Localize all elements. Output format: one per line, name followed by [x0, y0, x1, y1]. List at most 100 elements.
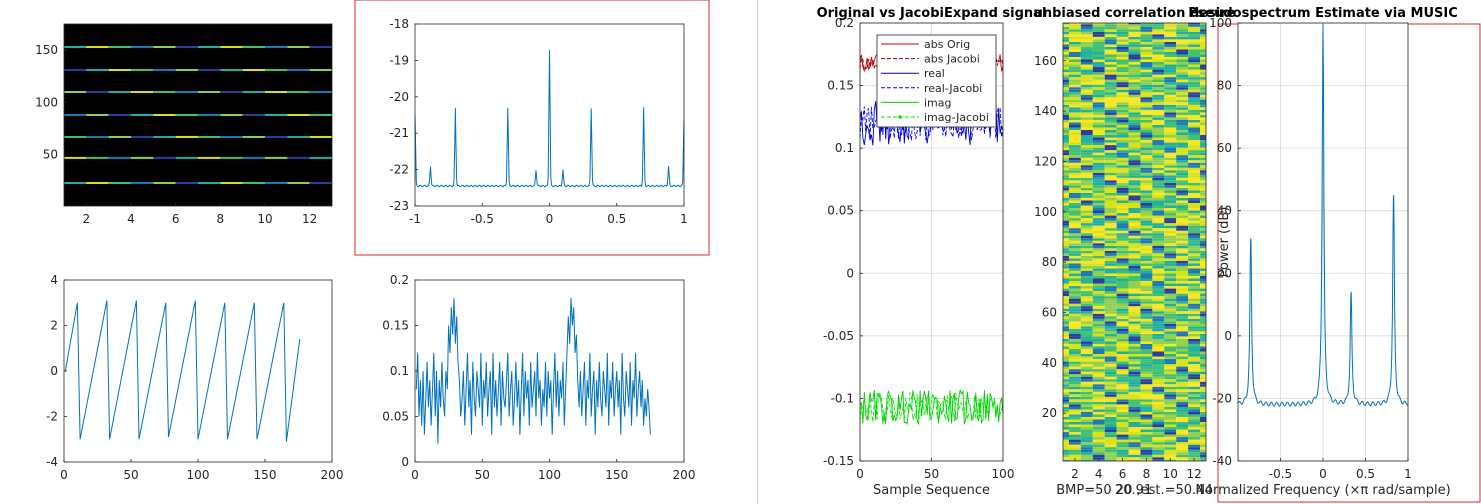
- heatmap-cell: [1164, 248, 1177, 251]
- heatmap-cell: [1104, 235, 1117, 239]
- heatmap-cell: [1152, 137, 1165, 141]
- y-tick-label: 0.15: [827, 79, 854, 93]
- heatmap-cell: [1152, 281, 1165, 284]
- heatmap-cell: [1176, 255, 1189, 259]
- heatmap-cell: [1080, 361, 1093, 365]
- heatmap-cell: [1068, 238, 1081, 241]
- heatmap-cell: [1176, 202, 1189, 206]
- x-tick-label: 0: [856, 467, 864, 481]
- heatmap-cell: [1068, 447, 1081, 450]
- heatmap-cell: [1200, 213, 1206, 216]
- heatmap-cell: [1188, 374, 1201, 377]
- heatmap-cell: [1104, 409, 1117, 412]
- heatmap-cell: [1200, 437, 1206, 440]
- heatmap-cell: [1140, 54, 1153, 57]
- heatmap-cell: [309, 114, 332, 116]
- heatmap-cell: [1092, 308, 1105, 312]
- heatmap-cell: [1176, 452, 1189, 455]
- heatmap-cell: [1152, 270, 1165, 274]
- heatmap-cell: [1063, 379, 1069, 382]
- heatmap-cell: [1068, 195, 1081, 198]
- plot-spectrum-small[interactable]: -1 -0.5 0 0.5 1-23-22-21-20-19-18: [354, 0, 710, 256]
- heatmap-cell: [1104, 265, 1117, 269]
- heatmap-cell: [1140, 394, 1153, 397]
- heatmap-cell: [1104, 338, 1117, 342]
- heatmap-cell: [1116, 202, 1129, 206]
- heatmap-cell: [1164, 265, 1177, 269]
- heatmap-cell: [1176, 411, 1189, 415]
- heatmap-cell: [1080, 51, 1093, 55]
- heatmap-cell: [1116, 59, 1129, 63]
- heatmap-cell: [1092, 79, 1105, 83]
- heatmap-cell: [1176, 275, 1189, 279]
- heatmap-cell: [1200, 449, 1206, 453]
- heatmap-cell: [1200, 439, 1206, 443]
- heatmap-cell: [1116, 318, 1129, 322]
- y-tick-label: 0.1: [835, 141, 854, 155]
- heatmap-cell: [1128, 273, 1141, 276]
- heatmap-cell: [1116, 112, 1129, 115]
- heatmap-cell: [1128, 298, 1141, 302]
- heatmap-cell: [1063, 381, 1069, 385]
- heatmap-cell: [1152, 87, 1165, 90]
- heatmap-cell: [1152, 416, 1165, 420]
- y-tick-label: 4: [50, 273, 58, 287]
- heatmap-cell: [1116, 376, 1129, 380]
- heatmap-cell: [1200, 165, 1206, 168]
- heatmap-cell: [1116, 281, 1129, 284]
- heatmap-cell: [1188, 51, 1201, 55]
- heatmap-cell: [1152, 427, 1165, 430]
- heatmap-cell: [1188, 273, 1201, 276]
- heatmap-cell: [1200, 333, 1206, 337]
- heatmap-cell: [265, 114, 288, 116]
- heatmap-cell: [1092, 44, 1105, 47]
- heatmap-cell: [1068, 117, 1081, 120]
- heatmap-cell: [1104, 177, 1117, 181]
- heatmap-cell: [1116, 260, 1129, 264]
- plot-music-pseudospectrum[interactable]: -0.5 0 0.5 1-40-20020406080100Pseudospectru…: [1115, 6, 1481, 503]
- heatmap-cell: [1063, 195, 1069, 198]
- heatmap-cell: [1140, 384, 1153, 387]
- heatmap-cell: [1176, 155, 1189, 158]
- heatmap-cell: [1063, 200, 1069, 203]
- heatmap-cell: [1092, 235, 1105, 239]
- heatmap-cell: [1104, 313, 1117, 317]
- heatmap-cell: [198, 114, 221, 116]
- heatmap-cell: [1128, 26, 1141, 30]
- heatmap-cell: [1140, 79, 1153, 83]
- heatmap-cell: [1188, 379, 1201, 382]
- heatmap-cell: [1092, 192, 1105, 196]
- heatmap-cell: [1200, 228, 1206, 231]
- heatmap-cell: [1188, 92, 1201, 95]
- heatmap-cell: [1176, 348, 1189, 352]
- heatmap-cell: [1080, 298, 1093, 302]
- heatmap-cell: [1092, 157, 1105, 161]
- heatmap-cell: [1140, 311, 1153, 314]
- heatmap-cell: [1063, 56, 1069, 60]
- heatmap-cell: [1068, 293, 1081, 297]
- heatmap-cell: [1140, 72, 1153, 75]
- heatmap-cell: [1116, 165, 1129, 168]
- heatmap-cell: [1128, 182, 1141, 186]
- heatmap-cell: [1140, 303, 1153, 307]
- heatmap-cell: [1176, 31, 1189, 35]
- heatmap-cell: [1092, 419, 1105, 422]
- heatmap-cell: [1140, 452, 1153, 455]
- heatmap-cell: [1104, 49, 1117, 52]
- heatmap-cell: [1152, 243, 1165, 246]
- heatmap-cell: [1116, 298, 1129, 302]
- heatmap-cell: [1200, 401, 1206, 405]
- heatmap-cell: [1063, 104, 1069, 108]
- heatmap-cell: [1063, 409, 1069, 412]
- heatmap-cell: [1164, 140, 1177, 143]
- heatmap-cell: [1200, 187, 1206, 191]
- heatmap-cell: [1068, 384, 1081, 387]
- heatmap-cell: [1188, 406, 1201, 410]
- heatmap-cell: [1176, 104, 1189, 108]
- x-axis-label: BMP=50 20 ,est.=50.44: [1056, 483, 1212, 498]
